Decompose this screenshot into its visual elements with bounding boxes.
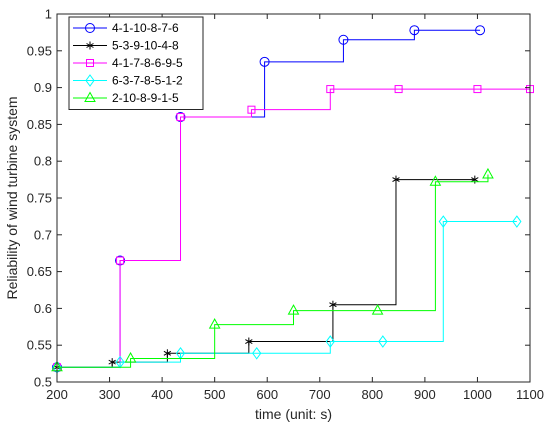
data-point: [247, 105, 256, 114]
y-tick-label: 0.9: [34, 80, 52, 95]
plot-area: [51, 25, 534, 374]
legend-item: 2-10-8-9-1-5: [73, 91, 179, 105]
legend: 4-1-10-8-7-6 5-3-9-10-4-8 4-1-7-8-6-9-5 6-3…: [68, 16, 204, 110]
y-axis-label: Reliability of wind turbine system: [4, 96, 20, 299]
legend-item: 5-3-9-10-4-8: [73, 39, 179, 53]
data-point: [252, 346, 262, 360]
y-tick-label: 0.55: [27, 338, 52, 353]
y-tick-label: 0.65: [27, 264, 52, 279]
y-tick-label: 0.75: [27, 191, 52, 206]
series-3: [53, 85, 534, 372]
data-point: [245, 337, 253, 346]
x-tick-label: 400: [151, 387, 173, 402]
y-tick-label: 0.85: [27, 117, 52, 132]
legend-item: 6-3-7-8-5-1-2: [73, 74, 183, 88]
legend-marker: [85, 74, 95, 87]
legend-item: 4-1-10-8-7-6: [73, 21, 179, 35]
data-point: [325, 335, 335, 348]
y-tick-label: 1: [45, 7, 52, 22]
x-axis-label: time (unit: s): [255, 406, 332, 422]
series-line: [57, 88, 530, 368]
axes: 200 300 400 500 600 700 800 900 1000 1100 0.5 0.55 0…: [27, 7, 544, 403]
x-tick-label: 200: [46, 387, 68, 402]
series-5: [51, 167, 494, 372]
legend-label: 4-1-10-8-7-6: [112, 21, 179, 35]
y-tick-label: 0.6: [34, 301, 52, 316]
data-point: [473, 85, 482, 94]
data-point: [124, 351, 137, 363]
x-tick-label: 700: [309, 387, 331, 402]
data-point: [116, 256, 125, 265]
data-point: [429, 175, 442, 186]
x-tick-label: 600: [256, 387, 278, 402]
data-point: [409, 25, 420, 36]
data-point: [394, 85, 403, 94]
data-point: [475, 25, 486, 36]
x-tick-label: 1000: [463, 387, 492, 402]
data-point: [259, 56, 270, 67]
series-4: [52, 215, 522, 374]
series-line: [57, 174, 489, 368]
data-point: [176, 113, 185, 122]
data-point: [438, 215, 448, 228]
data-point: [208, 318, 221, 329]
x-tick-label: 500: [204, 387, 226, 402]
data-point: [329, 300, 337, 309]
legend-marker: [85, 23, 95, 33]
legend-label: 5-3-9-10-4-8: [112, 39, 179, 53]
legend-item: 4-1-7-8-6-9-5: [73, 56, 183, 70]
y-tick-label: 0.95: [27, 43, 52, 58]
data-point: [512, 215, 522, 228]
data-point: [163, 349, 172, 358]
data-point: [378, 335, 388, 348]
y-tick-label: 0.8: [34, 154, 52, 169]
data-point: [392, 175, 400, 184]
legend-marker: [86, 41, 94, 50]
series-line: [57, 221, 517, 368]
data-point: [338, 34, 349, 45]
x-tick-label: 800: [361, 387, 383, 402]
data-point: [108, 358, 116, 367]
x-tick-label: 1100: [516, 387, 544, 402]
y-tick-label: 0.7: [34, 227, 52, 242]
legend-marker: [84, 91, 96, 102]
x-tick-label: 900: [414, 387, 436, 402]
y-tick-label: 0.5: [34, 375, 52, 390]
legend-marker: [86, 59, 94, 67]
data-point: [371, 304, 384, 315]
legend-label: 6-3-7-8-5-1-2: [112, 74, 183, 88]
data-point: [287, 304, 300, 315]
legend-label: 2-10-8-9-1-5: [112, 91, 179, 105]
data-point: [482, 167, 494, 179]
x-tick-label: 300: [99, 387, 121, 402]
legend-label: 4-1-7-8-6-9-5: [112, 56, 183, 70]
data-point: [326, 85, 335, 94]
